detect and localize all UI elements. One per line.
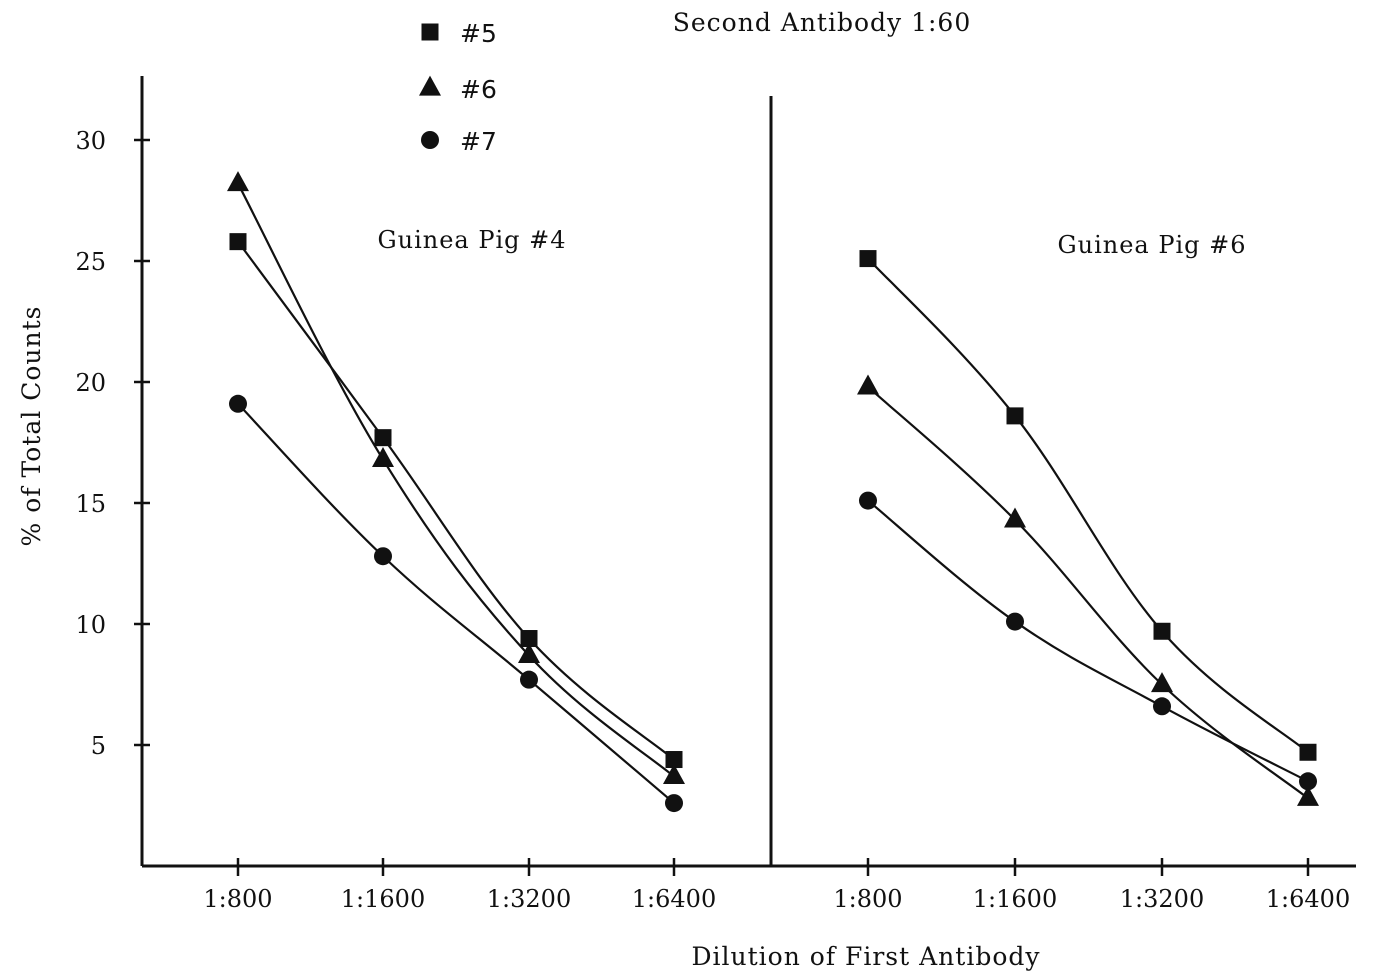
data-point-triangle xyxy=(1297,785,1319,806)
x-tick-label: 1:3200 xyxy=(487,885,571,913)
series-line-square xyxy=(237,240,675,761)
series-line-square xyxy=(867,257,1309,754)
y-axis-title: % of Total Counts xyxy=(17,306,46,547)
data-point-circle xyxy=(1153,697,1171,716)
y-tick-label: 30 xyxy=(75,127,106,155)
data-point-circle xyxy=(520,670,538,689)
data-point-square xyxy=(665,751,683,769)
y-tick-label: 25 xyxy=(75,248,106,276)
x-tick-label: 1:3200 xyxy=(1120,885,1204,913)
data-point-circle xyxy=(665,794,683,813)
x-tick-label: 1:800 xyxy=(833,885,902,913)
data-point-square xyxy=(859,250,877,268)
data-point-triangle xyxy=(1004,507,1026,528)
data-point-square xyxy=(1299,743,1317,761)
legend-label: #5 xyxy=(460,19,497,48)
data-point-circle xyxy=(859,491,877,510)
data-point-circle xyxy=(374,547,392,566)
legend-marker-square xyxy=(421,23,439,41)
x-tick-label: 1:800 xyxy=(203,885,272,913)
x-tick-label: 1:6400 xyxy=(1266,885,1350,913)
panel-title-guinea-pig-4: Guinea Pig #4 xyxy=(377,226,566,254)
data-point-square xyxy=(1153,622,1171,640)
series-line-circle xyxy=(237,403,675,804)
data-point-square xyxy=(374,429,392,447)
chart-marks: 5 10 15 20 25 30 1:800 1:1600 1:3200 1:6400 1:800 1… xyxy=(75,19,1350,913)
data-point-square xyxy=(229,233,247,251)
series-line-circle xyxy=(867,499,1309,783)
legend-marker-circle xyxy=(421,131,439,149)
x-tick-label: 1:1600 xyxy=(341,885,425,913)
data-point-circle xyxy=(1006,612,1024,631)
data-point-circle xyxy=(1299,772,1317,791)
legend-label: #7 xyxy=(460,127,497,156)
panel-title-guinea-pig-6: Guinea Pig #6 xyxy=(1057,231,1246,259)
legend-marker-triangle xyxy=(419,75,441,96)
y-tick-label: 5 xyxy=(91,732,106,760)
chart-title: Second Antibody 1:60 xyxy=(673,8,972,37)
data-point-circle xyxy=(229,394,247,413)
data-point-triangle xyxy=(372,447,394,468)
y-tick-label: 20 xyxy=(75,369,106,397)
series-line-triangle xyxy=(237,183,675,778)
x-tick-label: 1:6400 xyxy=(632,885,716,913)
x-tick-label: 1:1600 xyxy=(973,885,1057,913)
series-line-triangle xyxy=(867,386,1309,800)
data-point-triangle xyxy=(518,643,540,664)
y-tick-label: 15 xyxy=(75,490,106,518)
legend-label: #6 xyxy=(460,75,497,104)
data-point-triangle xyxy=(663,764,685,785)
y-tick-label: 10 xyxy=(75,611,106,639)
data-point-triangle xyxy=(227,171,249,192)
data-point-square xyxy=(520,630,538,648)
data-point-square xyxy=(1006,407,1024,425)
x-axis-title: Dilution of First Antibody xyxy=(691,942,1040,971)
data-point-triangle xyxy=(1151,672,1173,693)
data-point-triangle xyxy=(857,374,879,395)
